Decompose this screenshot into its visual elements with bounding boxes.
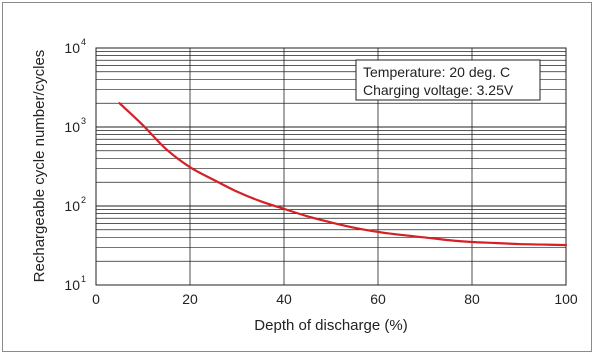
annotation-charging-voltage: Charging voltage: 3.25V [363,82,514,98]
x-tick-labels: 0 20 40 60 80 100 [92,291,578,307]
data-point [260,200,262,202]
data-point [354,227,356,229]
x-tick-label: 60 [370,291,386,307]
annotation-temperature: Temperature: 20 deg. C [363,64,510,80]
data-point [307,215,309,217]
data-point [471,241,473,243]
y-axis-title: Rechargeable cycle number/cycles [31,50,48,283]
data-point [283,208,285,210]
legend-box: Temperature: 20 deg. C Charging voltage:… [355,59,541,101]
grid [96,48,566,285]
legend-frame [355,59,541,101]
data-point [518,243,520,245]
x-tick-label: 0 [92,291,100,307]
x-axis-title: Depth of discharge (%) [254,317,407,334]
data-point [119,102,121,104]
y-tick-label: 10 [64,119,80,135]
data-point [213,179,215,181]
data-point [565,244,567,246]
data-point [495,242,497,244]
data-point [448,239,450,241]
y-tick-exponent: 4 [81,37,86,47]
data-point [377,231,379,233]
data-point [166,148,168,150]
x-tick-label: 40 [276,291,292,307]
data-point [330,221,332,223]
data-point [424,236,426,238]
y-tick-exponent: 2 [81,195,86,205]
y-tick-label: 10 [64,277,80,293]
x-tick-label: 100 [554,291,578,307]
x-tick-label: 80 [464,291,480,307]
data-point [236,191,238,193]
data-point [542,244,544,246]
data-point [189,166,191,168]
y-tick-exponent: 3 [81,116,86,126]
x-tick-label: 20 [182,291,198,307]
plot-area-border [95,47,567,286]
data-point [401,234,403,236]
y-tick-label: 10 [64,40,80,56]
data-point [142,124,144,126]
y-tick-label: 10 [64,198,80,214]
series-line [118,102,568,247]
y-tick-exponent: 1 [81,274,86,284]
